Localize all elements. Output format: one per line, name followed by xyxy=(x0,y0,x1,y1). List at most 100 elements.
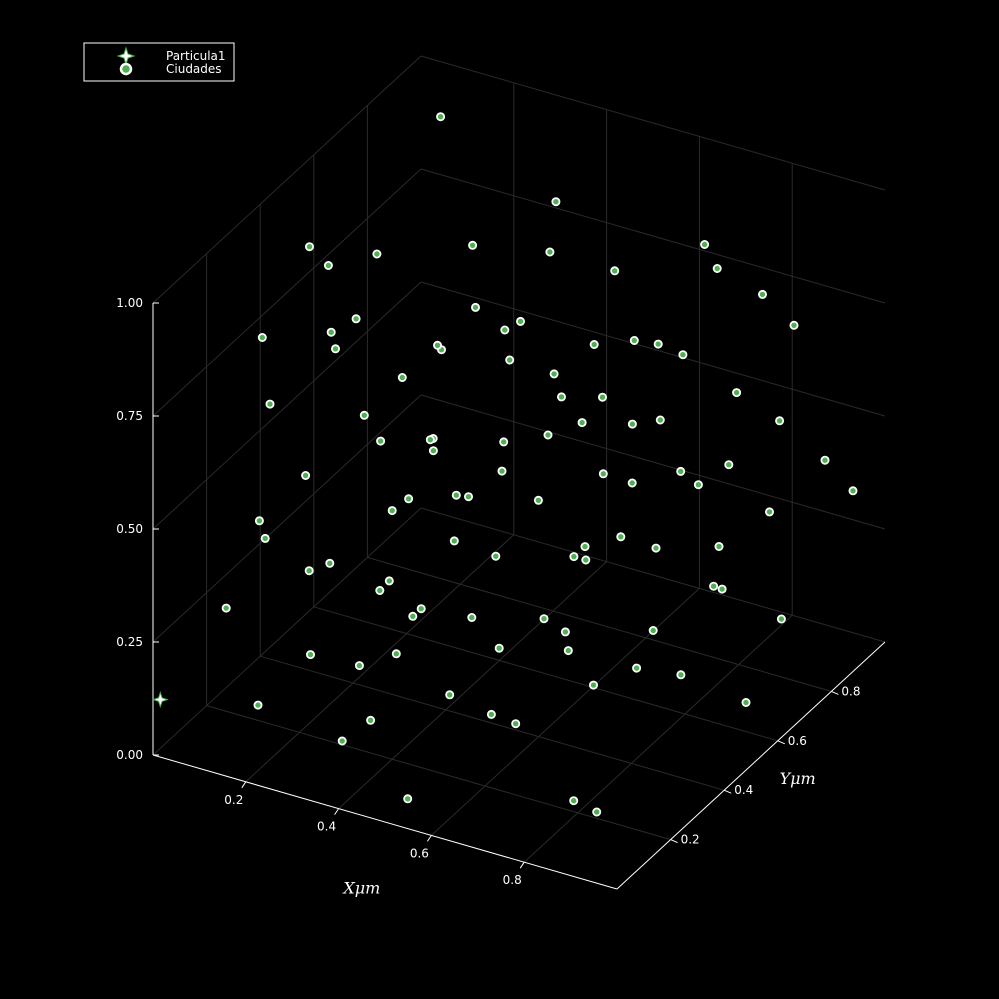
data-point-ciudades xyxy=(470,302,480,312)
data-point-ciudades xyxy=(366,715,376,725)
data-point-ciudades xyxy=(557,392,567,402)
x-tick-label: 0.6 xyxy=(410,846,429,860)
data-point-ciudades xyxy=(354,661,364,671)
x-tick-mark xyxy=(241,781,247,789)
data-point-ciudades xyxy=(372,249,382,259)
grid-line xyxy=(260,655,725,791)
legend-marker-ciudades xyxy=(119,62,133,76)
data-point-ciudades xyxy=(758,289,768,299)
data-point-ciudades xyxy=(449,536,459,546)
data-point-ciudades xyxy=(714,542,724,552)
data-point-ciudades xyxy=(257,332,267,342)
data-point-ciudades xyxy=(629,335,639,345)
grid-line xyxy=(338,561,607,809)
grid-line xyxy=(420,507,886,643)
y-axis-line xyxy=(616,641,886,890)
data-point-ciudades xyxy=(500,325,510,335)
data-point-ciudades xyxy=(653,339,663,349)
data-point-ciudades xyxy=(408,611,418,621)
legend: Particula1 Ciudades xyxy=(83,42,235,82)
z-tick-label: 0.25 xyxy=(116,635,143,649)
z-tick-label: 0.00 xyxy=(116,748,143,762)
data-point-ciudades xyxy=(700,239,710,249)
data-point-ciudades xyxy=(560,627,570,637)
z-tick-label: 1.00 xyxy=(116,296,143,310)
grid-line xyxy=(152,281,422,530)
data-point-ciudades xyxy=(425,435,435,445)
data-point-ciudades xyxy=(533,495,543,505)
data-point-ciudades xyxy=(384,576,394,586)
x-tick-mark xyxy=(519,861,525,869)
data-point-ciudades xyxy=(359,410,369,420)
data-point-ciudades xyxy=(516,316,526,326)
legend-label-ciudades: Ciudades xyxy=(166,62,222,76)
data-point-ciudades xyxy=(351,314,361,324)
data-point-ciudades xyxy=(598,392,608,402)
legend-box xyxy=(83,42,235,82)
grid-line xyxy=(420,55,886,191)
x-axis-title: Xμm xyxy=(341,878,380,897)
y-tick-mark xyxy=(831,690,839,695)
grid-line xyxy=(245,534,515,783)
data-point-ciudades xyxy=(627,419,637,429)
grid-line xyxy=(367,556,832,692)
grid-lines xyxy=(152,55,886,863)
data-point-ciudades xyxy=(820,455,830,465)
data-point-ciudades xyxy=(577,418,587,428)
data-point-ciudades xyxy=(543,430,553,440)
data-point-ciudades xyxy=(765,507,775,517)
data-point-ciudades xyxy=(387,506,397,516)
data-point-ciudades xyxy=(253,700,263,710)
data-point-ciudades xyxy=(563,646,573,656)
data-point-ciudades xyxy=(428,446,438,456)
data-point-ciudades xyxy=(260,533,270,543)
data-point-ciudades xyxy=(712,263,722,273)
y-tick-label: 0.8 xyxy=(841,684,860,698)
data-point-ciudades xyxy=(717,584,727,594)
y-tick-mark xyxy=(724,789,732,794)
x-tick-mark xyxy=(334,808,340,815)
data-point-ciudades xyxy=(539,614,549,624)
data-point-ciudades xyxy=(436,112,446,122)
tick-labels: 0.2 0.4 0.6 0.8 0.2 0.4 0.6 0.8 0.00 0.25 0.50 0.75… xyxy=(116,296,860,887)
grid-line xyxy=(523,614,793,863)
data-point-ciudades xyxy=(848,486,858,496)
data-point-ciudades xyxy=(655,415,665,425)
data-point-ciudades xyxy=(741,698,751,708)
data-point-ciudades xyxy=(494,643,504,653)
data-point-ciudades xyxy=(678,350,688,360)
z-tick-label: 0.75 xyxy=(116,409,143,423)
data-point-ciudades xyxy=(775,416,785,426)
data-point-ciudades xyxy=(789,320,799,330)
data-point-ciudades xyxy=(468,240,478,250)
data-point-ciudades xyxy=(445,690,455,700)
data-point-ciudades xyxy=(304,242,314,252)
data-point-ciudades xyxy=(580,542,590,552)
data-point-ciudades xyxy=(337,736,347,746)
legend-circle-marker xyxy=(119,62,133,76)
grid-line xyxy=(152,394,422,643)
data-point-ciudades xyxy=(551,197,561,207)
data-point-ciudades xyxy=(732,388,742,398)
data-point-ciudades xyxy=(581,555,591,565)
x-tick-mark xyxy=(426,835,432,842)
data-point-ciudades xyxy=(265,399,275,409)
data-point-ciudades xyxy=(463,492,473,502)
y-tick-mark xyxy=(670,839,678,844)
grid-line xyxy=(152,168,422,417)
data-point-ciudades xyxy=(305,650,315,660)
grid-line xyxy=(420,168,886,304)
data-point-ciudades xyxy=(709,581,719,591)
data-points xyxy=(151,112,858,817)
data-point-ciudades xyxy=(376,436,386,446)
data-point-ciudades xyxy=(432,340,442,350)
data-point-ciudades xyxy=(776,614,786,624)
data-point-ciudades xyxy=(397,372,407,382)
data-point-ciudades xyxy=(610,266,620,276)
data-point-ciudades xyxy=(511,719,521,729)
y-tick-label: 0.6 xyxy=(788,734,807,748)
data-point-particula1 xyxy=(151,691,169,709)
data-point-ciudades xyxy=(676,670,686,680)
data-point-ciudades xyxy=(724,460,734,470)
y-tick-label: 0.2 xyxy=(681,833,700,847)
